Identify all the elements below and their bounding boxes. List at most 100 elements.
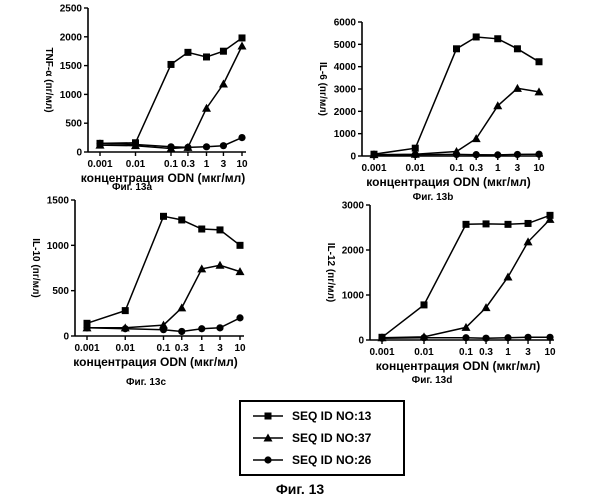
data-point [412, 151, 419, 158]
y-tick-label: 1500 [47, 196, 70, 207]
chart-panels: 050010001500200025000.0010.010.10.31310к… [30, 4, 556, 389]
chart-panel: 01000200030000.0010.010.10.31310концентр… [325, 201, 556, 387]
data-point [220, 48, 227, 55]
y-tick-label: 2000 [60, 32, 83, 43]
x-tick-label: 10 [533, 163, 545, 174]
data-point [237, 242, 244, 249]
data-point [473, 33, 480, 40]
chart-panel: 01000200030004000500060000.0010.010.10.3… [317, 18, 545, 204]
legend: SEQ ID NO:13 SEQ ID NO:37 SEQ ID NO:26 [240, 401, 404, 475]
series-line [87, 265, 240, 328]
x-tick-label: 0.01 [116, 343, 136, 354]
y-tick-label: 1000 [342, 291, 365, 302]
series-line [374, 88, 539, 154]
data-point [220, 142, 227, 149]
data-point [513, 84, 522, 92]
y-tick-label: 500 [52, 286, 69, 297]
x-tick-label: 0.01 [126, 159, 146, 170]
x-axis-label: концентрация ODN (мкг/мл) [366, 175, 530, 189]
x-tick-label: 1 [204, 159, 210, 170]
y-tick-label: 2000 [334, 107, 357, 118]
data-point [122, 307, 129, 314]
y-tick-label: 6000 [334, 18, 357, 29]
data-point [160, 213, 167, 220]
data-point [524, 334, 531, 341]
x-axis-label: концентрация ODN (мкг/мл) [376, 359, 540, 373]
series-triangle [96, 42, 247, 153]
y-tick-label: 2000 [342, 246, 365, 257]
data-point [160, 326, 167, 333]
series-triangle [370, 84, 544, 158]
data-point [203, 53, 210, 60]
chart-panel: 050010001500200025000.0010.010.10.31310к… [43, 4, 248, 194]
data-point [203, 143, 210, 150]
x-axis-label: концентрация ODN (мкг/мл) [81, 171, 245, 185]
y-tick-label: 0 [76, 148, 82, 159]
data-point [453, 45, 460, 52]
data-point [238, 134, 245, 141]
data-point [494, 151, 501, 158]
y-tick-label: 3000 [342, 201, 365, 212]
data-point [378, 335, 385, 342]
data-point [236, 314, 243, 321]
x-tick-label: 1 [199, 343, 205, 354]
data-point [215, 261, 224, 269]
y-axis-label: TNF-α (пг/мл) [43, 47, 54, 112]
data-point [483, 220, 490, 227]
y-axis-label: IL-6 (пг/мл) [317, 62, 328, 116]
chart-panel: 0500100015000.0010.010.10.31310концентра… [30, 196, 246, 389]
y-tick-label: 0 [358, 336, 364, 347]
x-tick-label: 0.001 [87, 159, 112, 170]
data-point [514, 151, 521, 158]
x-tick-label: 3 [525, 347, 531, 358]
legend-label: SEQ ID NO:37 [292, 431, 372, 445]
x-tick-label: 0.1 [164, 159, 178, 170]
data-point [462, 334, 469, 341]
y-tick-label: 2500 [60, 4, 83, 15]
legend-marker [264, 456, 271, 463]
series-line [382, 219, 550, 337]
series-line [382, 215, 550, 337]
series-square [97, 34, 246, 146]
y-tick-label: 0 [63, 332, 69, 343]
legend-items: SEQ ID NO:13 SEQ ID NO:37 SEQ ID NO:26 [253, 409, 372, 467]
panel-caption: Фиг. 13a [112, 182, 153, 193]
data-point [178, 216, 185, 223]
data-point [463, 221, 470, 228]
data-point [239, 34, 246, 41]
panel-caption: Фиг. 13c [126, 377, 167, 388]
x-tick-label: 3 [221, 159, 227, 170]
series-square [371, 33, 543, 157]
data-point [504, 273, 513, 281]
data-point [198, 325, 205, 332]
data-point [421, 301, 428, 308]
data-point [198, 226, 205, 233]
legend-label: SEQ ID NO:13 [292, 409, 372, 423]
data-point [453, 151, 460, 158]
x-tick-label: 0.1 [450, 163, 464, 174]
x-tick-label: 0.3 [469, 163, 483, 174]
x-tick-label: 0.3 [479, 347, 493, 358]
x-tick-label: 3 [515, 163, 521, 174]
x-tick-label: 10 [234, 343, 246, 354]
data-point [370, 151, 377, 158]
y-tick-label: 1000 [47, 241, 70, 252]
x-tick-label: 0.001 [369, 347, 394, 358]
data-point [168, 61, 175, 68]
data-point [122, 325, 129, 332]
data-point [216, 324, 223, 331]
y-tick-label: 1000 [60, 90, 83, 101]
data-point [535, 151, 542, 158]
series-triangle [83, 261, 245, 332]
x-tick-label: 0.001 [361, 163, 386, 174]
x-tick-label: 0.001 [74, 343, 99, 354]
legend-label: SEQ ID NO:26 [292, 453, 372, 467]
data-point [184, 144, 191, 151]
x-tick-label: 0.01 [406, 163, 426, 174]
data-point [178, 328, 185, 335]
panel-caption: Фиг. 13d [412, 375, 453, 386]
x-tick-label: 3 [217, 343, 223, 354]
x-tick-label: 0.3 [175, 343, 189, 354]
data-point [216, 226, 223, 233]
x-tick-label: 1 [495, 163, 501, 174]
